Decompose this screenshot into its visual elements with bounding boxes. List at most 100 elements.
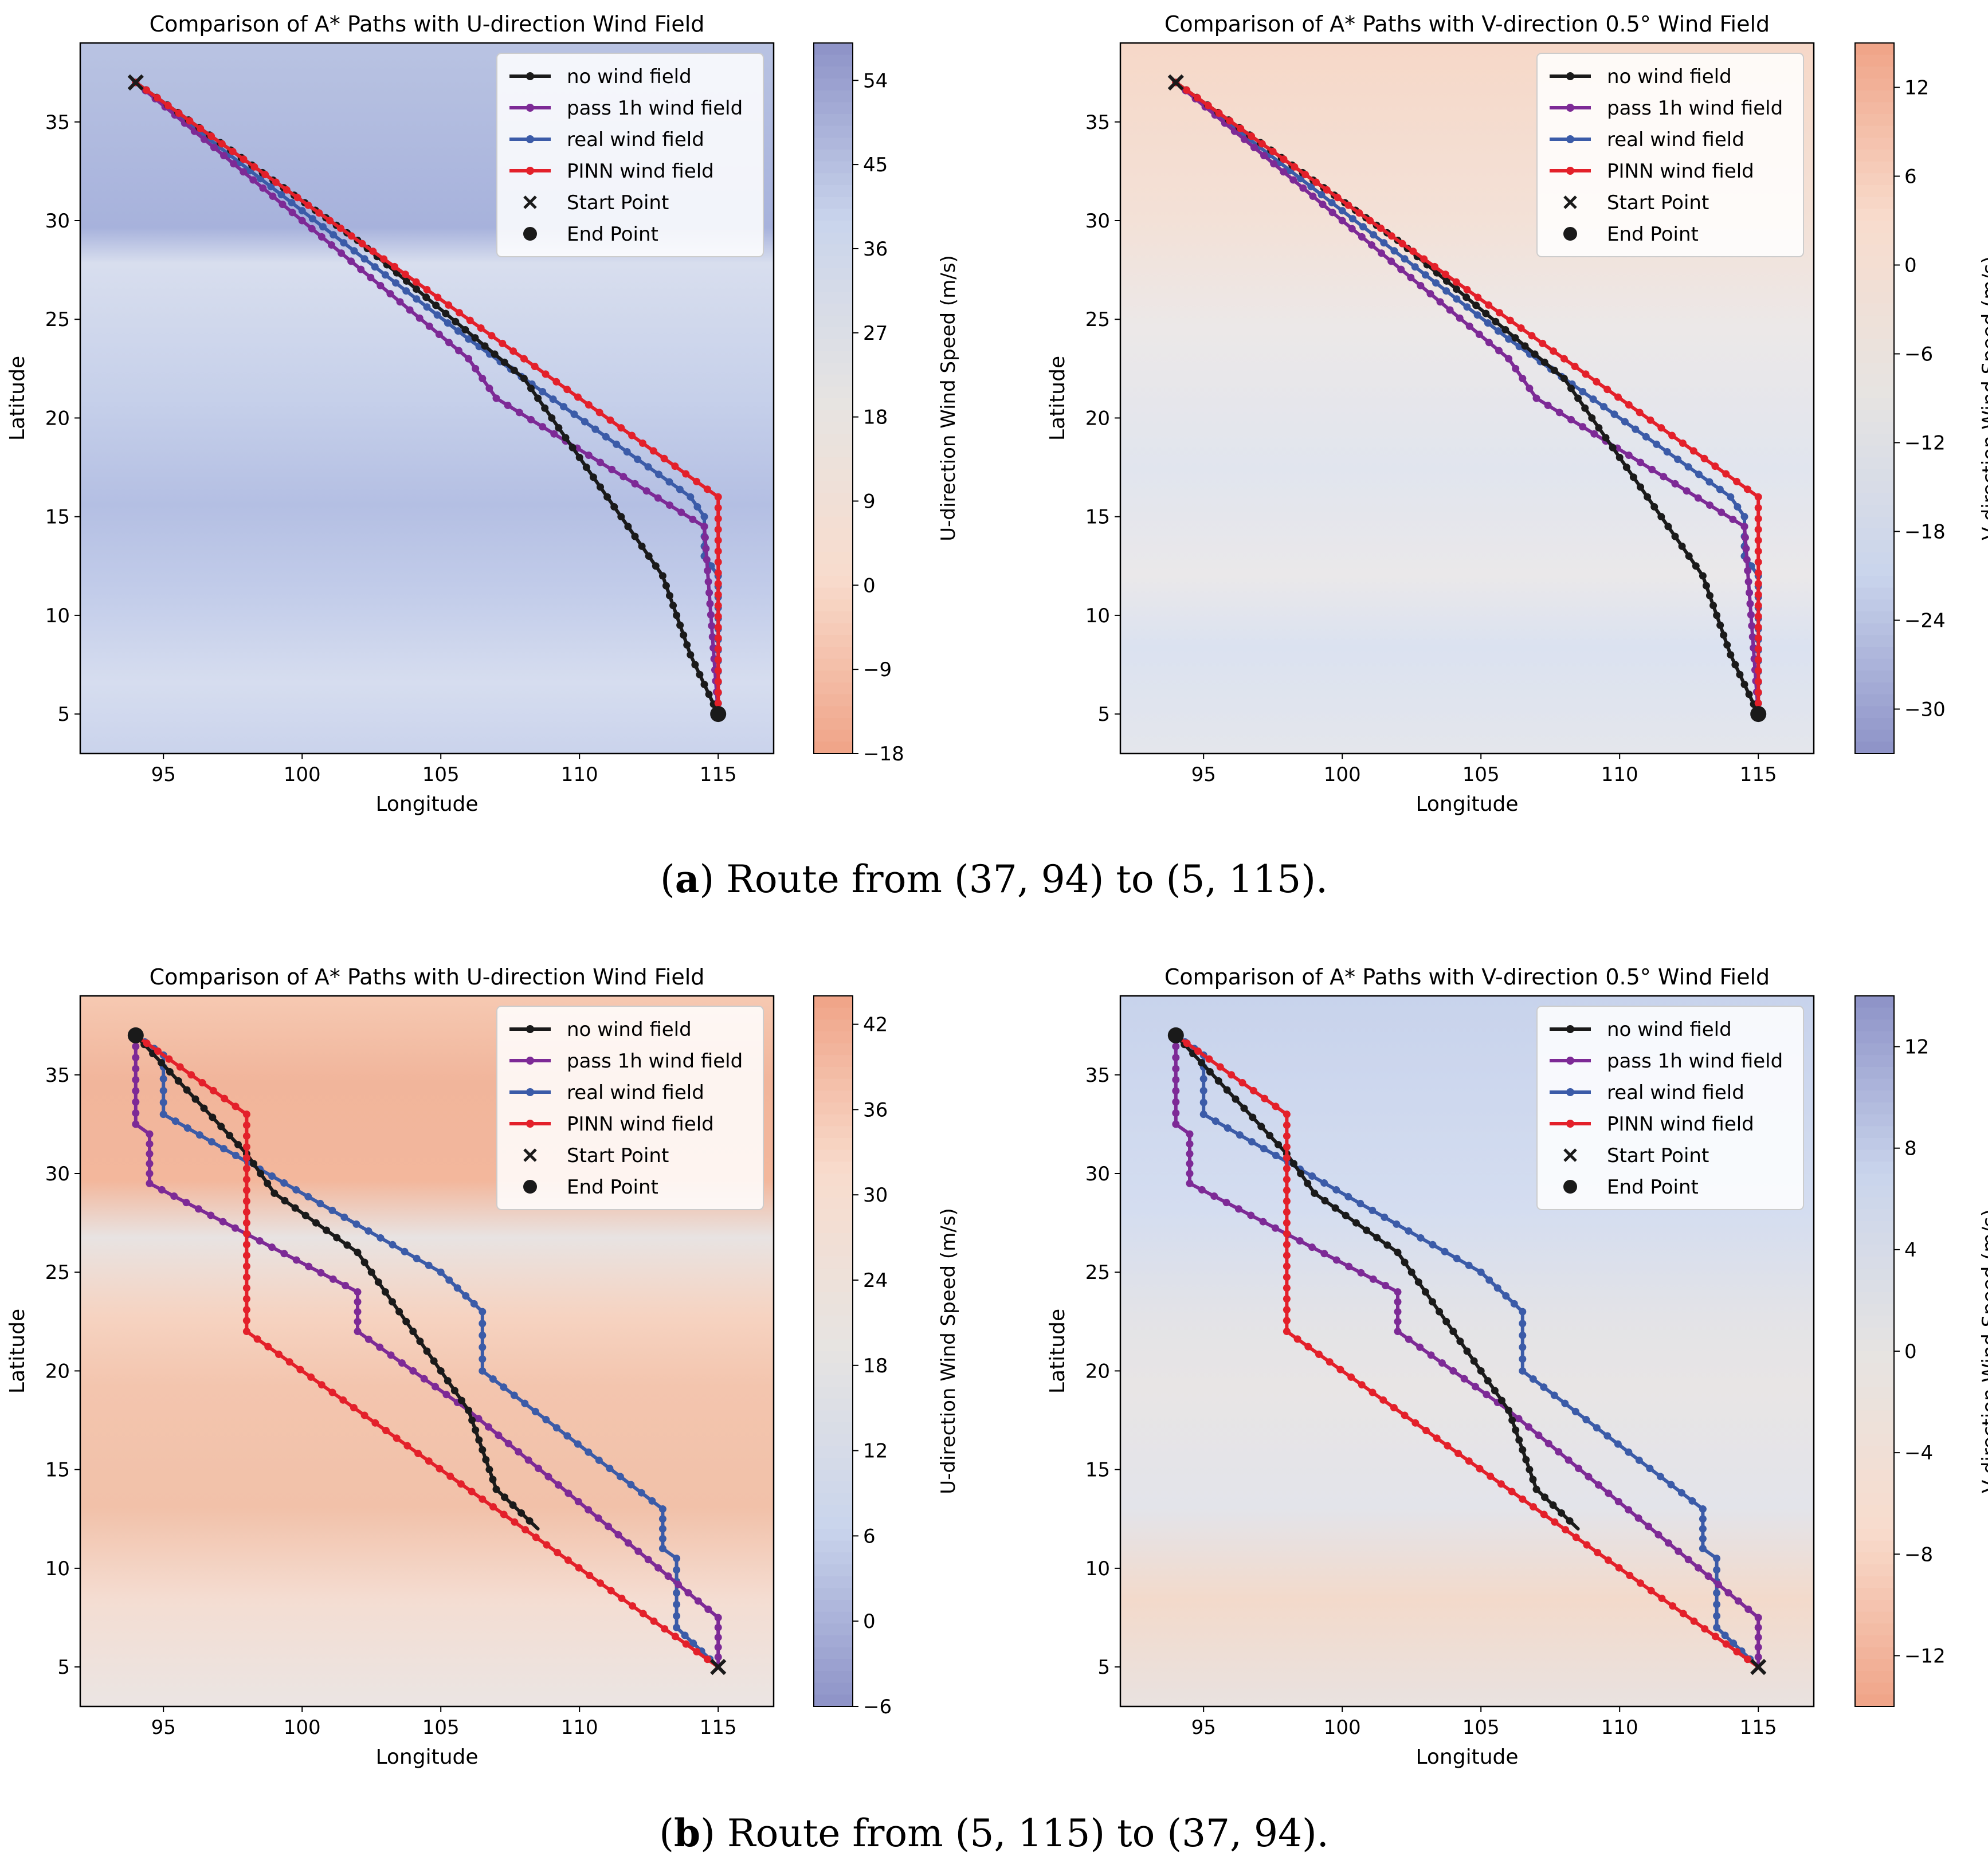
series-marker-pinn-wind-field [283,186,291,194]
series-marker-no-wind-field [226,1132,234,1140]
series-marker-no-wind-field [1678,542,1686,550]
series-marker-pinn-wind-field [1506,316,1514,324]
series-marker-pass-1h-wind-field [1532,394,1540,402]
series-marker-pass-1h-wind-field [1544,401,1552,409]
series-marker-pinn-wind-field [1390,1404,1398,1412]
series-marker-pinn-wind-field [489,1503,497,1511]
series-marker-no-wind-field [354,1249,362,1257]
colorbar-band [1855,434,1894,446]
series-marker-no-wind-field [482,1455,490,1463]
colorbar-tick-label: 18 [863,1355,888,1378]
series-marker-pass-1h-wind-field [608,465,616,473]
colorbar-band [1855,292,1894,304]
series-marker-pinn-wind-field [380,255,388,263]
series-marker-pinn-wind-field [1283,1153,1291,1161]
series-marker-pinn-wind-field [1398,240,1406,248]
series-marker-real-wind-field [1510,1300,1518,1308]
series-marker-pass-1h-wind-field [704,567,712,575]
series-marker-pinn-wind-field [198,1079,206,1087]
series-marker-real-wind-field [606,1465,614,1473]
colorbar-band [814,1611,853,1624]
series-marker-pass-1h-wind-field [425,322,433,330]
colorbar-band [814,552,853,565]
start-point-stroke [1167,74,1184,91]
series-marker-real-wind-field [319,223,327,231]
series-marker-real-wind-field [1713,1612,1721,1620]
series-marker-no-wind-field [1671,532,1679,540]
colorbar: 12 8 4 0 −4 −8 −12 V-direction Wind Speed (m/s) [1854,995,1988,1707]
series-marker-pass-1h-wind-field [689,515,697,523]
series-marker-real-wind-field [1432,279,1440,287]
x-tick-label: 105 [1462,763,1500,786]
legend-swatch-marker [1566,1088,1574,1096]
colorbar-band [814,1422,853,1435]
colorbar-label: V-direction Wind Speed (m/s) [1978,256,1988,540]
series-marker-real-wind-field [1369,1206,1377,1214]
series-marker-no-wind-field [662,582,670,590]
colorbar-band [814,1363,853,1376]
legend: no wind field pass 1h wind field real wind… [1536,53,1804,257]
series-marker-real-wind-field [585,1448,593,1456]
colorbar-band [1855,1600,1894,1612]
colorbar-band [1855,66,1894,79]
series-marker-pass-1h-wind-field [550,430,558,438]
series-marker-pass-1h-wind-field [1260,152,1268,160]
series-marker-pass-1h-wind-field [1247,1211,1255,1219]
series-marker-pinn-wind-field [1283,1121,1291,1129]
series-marker-pass-1h-wind-field [1740,523,1748,531]
series-marker-pinn-wind-field [585,401,593,409]
series-marker-pass-1h-wind-field [1289,176,1297,184]
series-marker-real-wind-field [402,287,410,295]
series-marker-real-wind-field [171,1117,179,1125]
series-marker-pass-1h-wind-field [1394,1288,1402,1296]
series-marker-real-wind-field [159,1098,167,1106]
series-marker-pinn-wind-field [1744,1655,1751,1663]
series-marker-pass-1h-wind-field [231,1224,239,1232]
series-marker-pass-1h-wind-field [305,1262,313,1270]
series-marker-pinn-wind-field [1301,171,1309,179]
series-marker-pass-1h-wind-field [1734,1597,1742,1605]
colorbar-band [1855,1588,1894,1600]
series-marker-pass-1h-wind-field [594,1514,602,1522]
series-marker-pass-1h-wind-field [714,1653,722,1661]
colorbar-band [814,1221,853,1234]
colorbar-band [814,351,853,363]
series-marker-no-wind-field [1622,464,1630,472]
series-marker-pinn-wind-field [1754,699,1762,707]
colorbar-band [814,1174,853,1186]
series-marker-real-wind-field [623,448,631,456]
series-marker-pass-1h-wind-field [1744,578,1752,586]
legend-swatch-marker [1566,1120,1574,1128]
series-marker-no-wind-field [680,631,688,639]
series-marker-pass-1h-wind-field [1754,1633,1762,1641]
series-marker-real-wind-field [1380,239,1388,247]
series-marker-pass-1h-wind-field [1505,355,1513,363]
series-marker-pass-1h-wind-field [1240,135,1248,143]
series-marker-pinn-wind-field [1283,1328,1291,1336]
colorbar-band [1855,729,1894,743]
series-marker-pinn-wind-field [714,623,722,631]
series-marker-no-wind-field [1699,572,1707,580]
series-marker-no-wind-field [432,301,440,309]
series-marker-no-wind-field [450,1387,458,1395]
series-marker-real-wind-field [1417,1234,1425,1242]
series-marker-pinn-wind-field [703,485,711,493]
colorbar-band [814,185,853,198]
series-marker-pass-1h-wind-field [1555,409,1563,417]
colorbar-band [1855,1316,1894,1328]
colorbar-tick-label: −8 [1904,1543,1933,1566]
series-marker-real-wind-field [292,1186,300,1194]
series-marker-real-wind-field [1603,1432,1611,1440]
series-marker-pass-1h-wind-field [1748,633,1756,641]
series-marker-pinn-wind-field [1647,1587,1655,1595]
series-marker-no-wind-field [1574,394,1582,402]
series-marker-pinn-wind-field [1572,1533,1580,1541]
series-marker-no-wind-field [442,309,450,317]
colorbar-band [1855,1458,1894,1470]
series-marker-pinn-wind-field [1689,447,1697,455]
series-marker-pass-1h-wind-field [1438,1359,1446,1367]
series-marker-real-wind-field [1359,223,1367,231]
x-tick-label: 115 [700,763,737,786]
series-marker-pinn-wind-field [242,1143,250,1151]
colorbar-band [1855,1611,1894,1624]
